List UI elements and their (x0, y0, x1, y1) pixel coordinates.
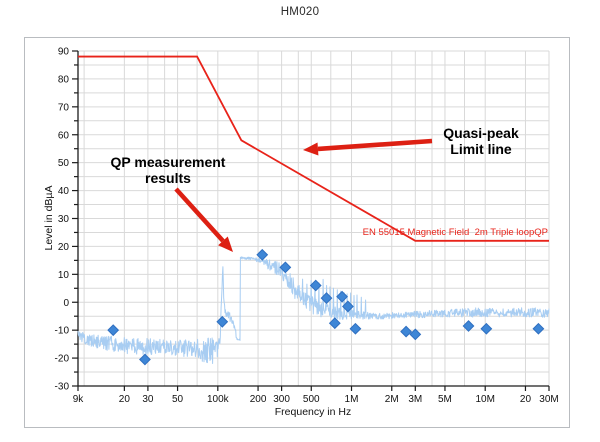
qp-point (309, 279, 322, 292)
qp-point (216, 315, 229, 328)
y-tick-label: 0 (63, 298, 69, 309)
qp-point (336, 290, 348, 303)
annotation-limit-line: Quasi-peak Limit line (443, 125, 518, 157)
x-tick-label: 1M (345, 394, 359, 405)
qp-point (256, 248, 269, 261)
y-tick-label: 10 (58, 270, 70, 281)
y-tick-label: -20 (55, 354, 70, 365)
qp-point (349, 322, 362, 335)
qp-point (328, 317, 341, 330)
x-tick-label: 20 (119, 394, 131, 405)
x-tick-label: 10M (475, 394, 494, 405)
y-tick-label: 50 (58, 158, 70, 169)
x-tick-label: 30M (539, 394, 558, 405)
qp-point (279, 261, 292, 274)
qp-point (409, 328, 422, 341)
annotation-line: Quasi-peak (443, 125, 519, 141)
y-tick-label: 40 (58, 186, 70, 197)
annotation-qp-results: QP measurement results (111, 154, 226, 186)
qp-point (532, 322, 545, 335)
x-tick-label: 200 (250, 394, 267, 405)
x-tick-label: 2M (385, 394, 399, 405)
y-tick-label: -10 (55, 326, 70, 337)
qp-point (342, 300, 354, 313)
limit-line-label: EN 55015 Magnetic Field 2m Triple loopQP (362, 227, 548, 238)
annotation-line: Limit line (450, 141, 512, 157)
arrow-head (303, 142, 319, 156)
y-tick-label: 70 (58, 102, 70, 113)
y-tick-label: 90 (58, 47, 70, 58)
x-tick-label: 3M (408, 394, 422, 405)
qp-point (462, 320, 475, 332)
x-tick-label: 500 (303, 394, 320, 405)
measurement-trace (77, 256, 550, 364)
qp-point (480, 322, 493, 335)
y-axis-title: Level in dBµA (43, 185, 55, 251)
x-axis-title: Frequency in Hz (274, 406, 352, 418)
qp-point (400, 325, 413, 338)
qp-point (107, 324, 120, 337)
page-title: HM020 (280, 6, 320, 18)
x-tick-label: 50 (172, 394, 184, 405)
y-tick-label: 80 (58, 74, 70, 85)
qp-point (139, 353, 151, 366)
annotation-line: QP measurement (110, 154, 226, 170)
limit-line (78, 55, 549, 242)
y-tick-label: 60 (58, 130, 70, 141)
y-tick-label: 20 (58, 242, 70, 253)
x-tick-label: 100k (207, 394, 230, 405)
y-tick-label: -30 (55, 382, 70, 393)
arrow-shaft (174, 187, 225, 243)
x-tick-label: 5M (438, 394, 452, 405)
arrow-shaft (317, 138, 433, 152)
x-tick-label: 20 (520, 394, 532, 405)
x-tick-label: 30 (142, 394, 154, 405)
x-tick-label: 9k (73, 394, 85, 405)
arrow-head (218, 236, 233, 252)
annotation-line: results (145, 170, 191, 186)
qp-point (320, 292, 333, 304)
x-tick-label: 300 (273, 394, 290, 405)
y-tick-label: 30 (58, 214, 70, 225)
